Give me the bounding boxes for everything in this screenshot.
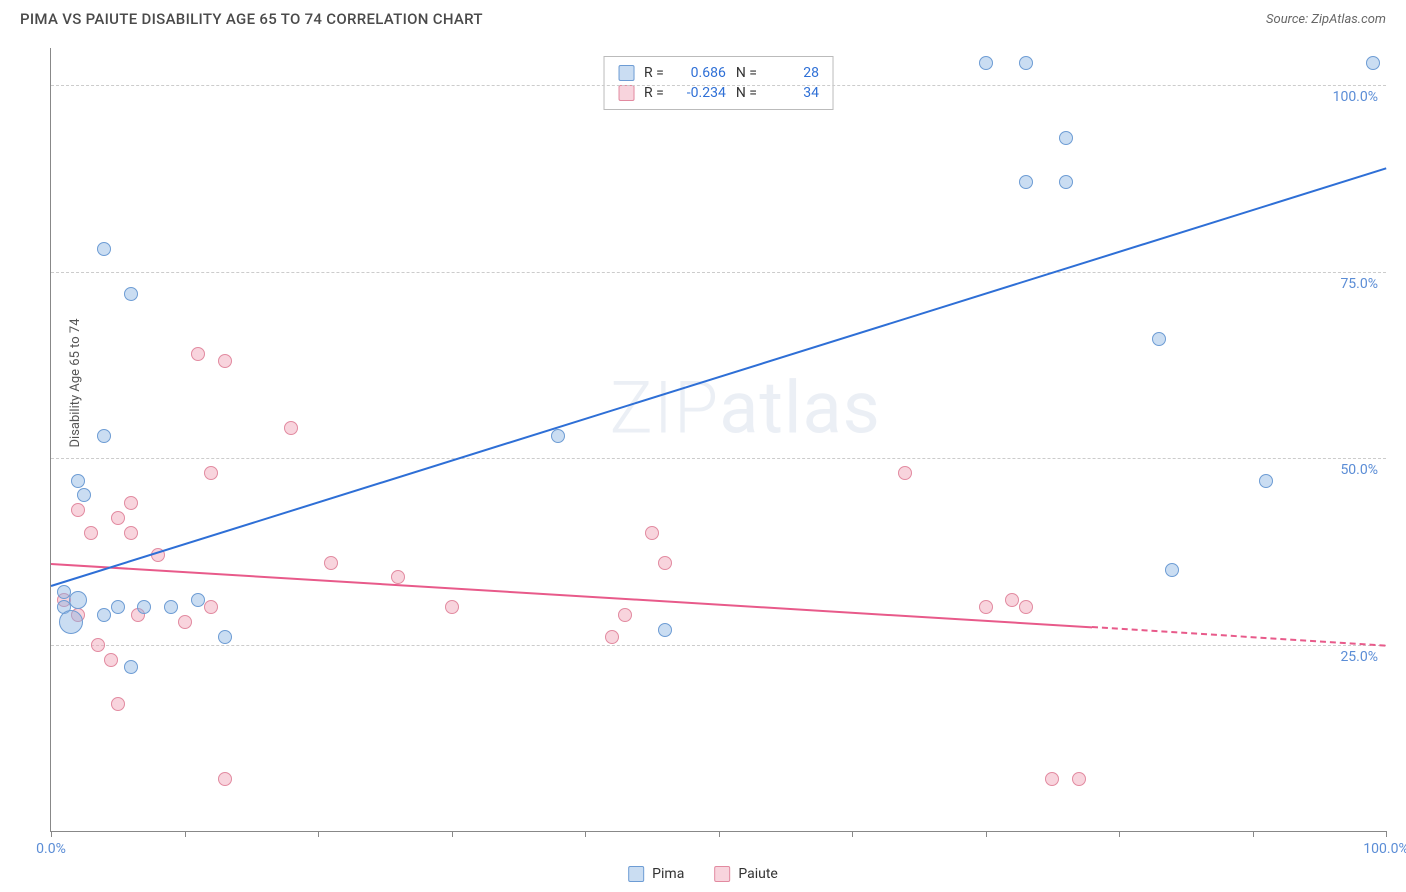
paiute-point [1019,600,1033,614]
pima-point [1259,474,1273,488]
paiute-point [391,570,405,584]
pima-point [69,591,87,609]
paiute-legend-swatch [714,866,730,882]
paiute-point [618,608,632,622]
pima-point [111,600,125,614]
pima-point [137,600,151,614]
pima-point [1059,175,1073,189]
paiute-point [1005,593,1019,607]
legend-item-pima: Pima [628,866,684,882]
stats-row-pima: R = 0.686 N = 28 [618,63,819,83]
paiute-point [1072,772,1086,786]
paiute-point [191,347,205,361]
paiute-point [645,526,659,540]
legend-item-paiute: Paiute [714,866,778,882]
paiute-point [1045,772,1059,786]
y-axis-label: Disability Age 65 to 74 [68,318,83,447]
x-tick [1386,831,1387,837]
pima-point [1152,332,1166,346]
pima-r-value: 0.686 [674,65,726,81]
paiute-point [178,615,192,629]
paiute-point [218,772,232,786]
source-label: Source: ZipAtlas.com [1266,12,1386,27]
pima-point [1019,56,1033,70]
x-tick [185,831,186,837]
y-tick-label: 25.0% [1340,649,1378,665]
pima-point [1165,563,1179,577]
paiute-point [605,630,619,644]
paiute-point [71,503,85,517]
pima-point [1366,56,1380,70]
pima-point [218,630,232,644]
pima-point [124,287,138,301]
x-tick [852,831,853,837]
paiute-point [111,697,125,711]
gridline [51,458,1386,459]
paiute-point [324,556,338,570]
pima-point [77,488,91,502]
paiute-point [124,526,138,540]
pima-point [191,593,205,607]
pima-swatch [618,65,634,81]
paiute-point [204,466,218,480]
gridline [51,85,1386,86]
x-tick [1253,831,1254,837]
pima-legend-swatch [628,866,644,882]
pima-point [979,56,993,70]
x-tick [986,831,987,837]
x-tick [1119,831,1120,837]
paiute-swatch [618,85,634,101]
pima-point [1059,131,1073,145]
x-tick [585,831,586,837]
trend-line [51,167,1387,587]
bottom-legend: Pima Paiute [628,866,778,882]
x-tick [719,831,720,837]
trend-line [1092,626,1386,647]
x-tick-label: 100.0% [1363,841,1406,857]
paiute-legend-label: Paiute [738,866,778,882]
pima-point [551,429,565,443]
pima-point [124,660,138,674]
trend-line [51,563,1092,628]
paiute-point [91,638,105,652]
x-tick [51,831,52,837]
stats-legend-box: R = 0.686 N = 28 R = -0.234 N = 34 [603,56,834,110]
paiute-point [898,466,912,480]
pima-point [71,474,85,488]
x-tick [318,831,319,837]
pima-point [97,608,111,622]
paiute-point [111,511,125,525]
paiute-point [204,600,218,614]
paiute-r-value: -0.234 [674,85,726,101]
gridline [51,645,1386,646]
pima-point [1019,175,1033,189]
chart-title: PIMA VS PAIUTE DISABILITY AGE 65 TO 74 C… [20,10,483,28]
gridline [51,272,1386,273]
paiute-point [84,526,98,540]
pima-point [97,429,111,443]
pima-point [164,600,178,614]
x-tick [452,831,453,837]
scatter-chart: Disability Age 65 to 74 ZIPatlas R = 0.6… [50,48,1386,832]
paiute-point [445,600,459,614]
paiute-point [979,600,993,614]
pima-point [97,242,111,256]
pima-point [59,610,83,634]
watermark: ZIPatlas [610,366,881,451]
pima-n-value: 28 [767,65,819,81]
y-tick-label: 50.0% [1340,462,1378,478]
paiute-point [104,653,118,667]
x-tick-label: 0.0% [36,841,66,857]
paiute-point [124,496,138,510]
pima-legend-label: Pima [652,866,684,882]
paiute-point [284,421,298,435]
paiute-n-value: 34 [767,85,819,101]
paiute-point [658,556,672,570]
y-tick-label: 75.0% [1340,276,1378,292]
y-tick-label: 100.0% [1333,89,1378,105]
pima-point [658,623,672,637]
paiute-point [218,354,232,368]
header: PIMA VS PAIUTE DISABILITY AGE 65 TO 74 C… [0,0,1406,36]
